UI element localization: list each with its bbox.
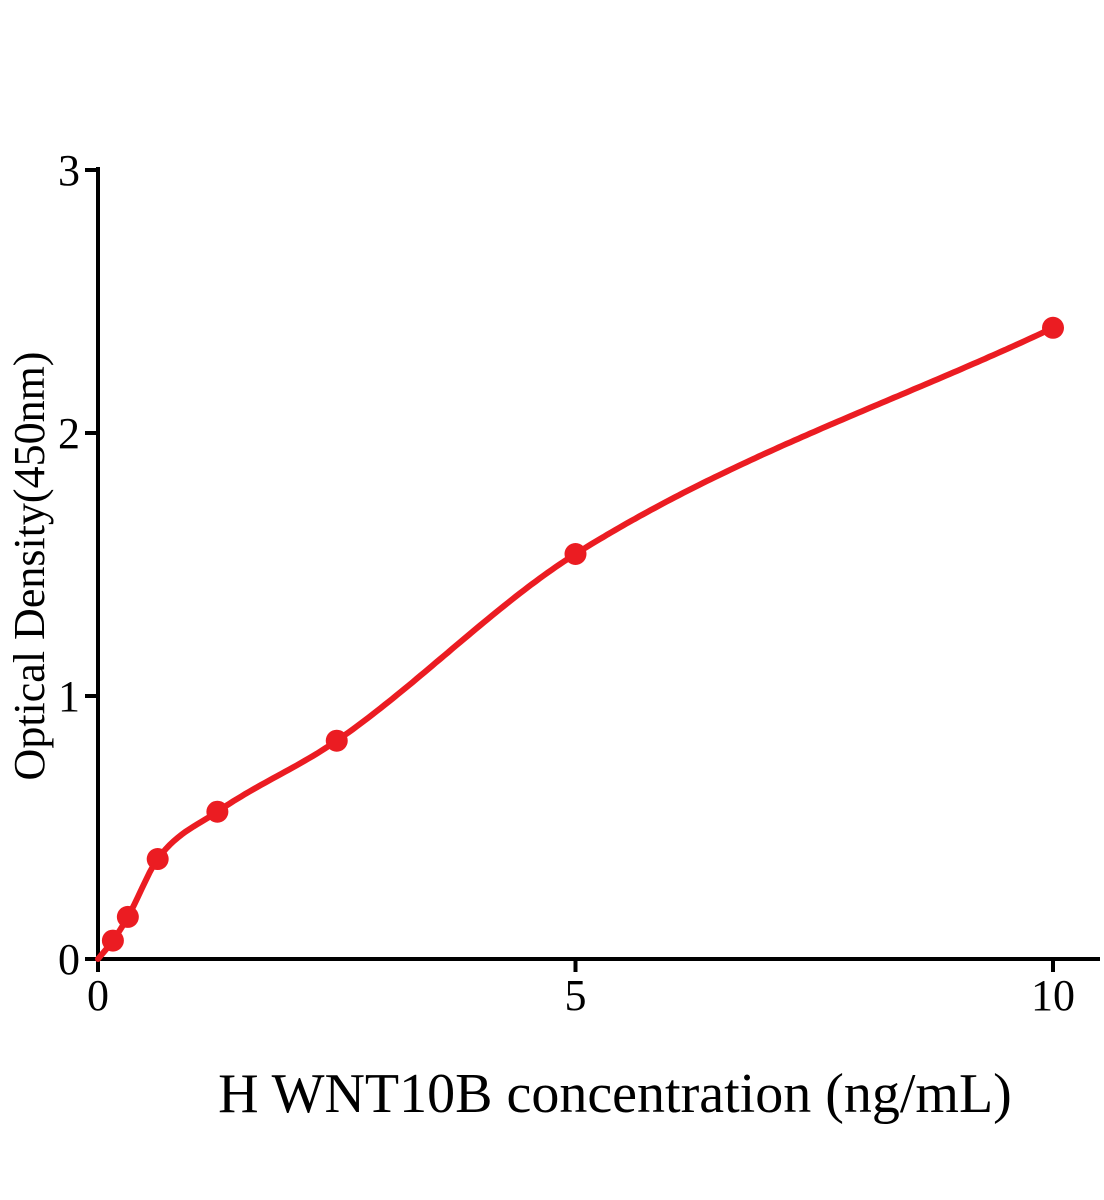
x-tick-label: 0 — [87, 971, 109, 1020]
y-tick-label: 2 — [58, 409, 80, 458]
data-point — [101, 929, 124, 952]
y-tick-label: 3 — [58, 146, 80, 195]
y-tick-label: 1 — [58, 672, 80, 721]
data-point — [1042, 316, 1064, 339]
data-point — [564, 542, 587, 565]
data-point — [325, 729, 348, 752]
series-layer — [95, 316, 1064, 962]
x-tick-label: 5 — [565, 971, 587, 1020]
data-point — [116, 905, 139, 928]
x-tick-label: 10 — [1031, 971, 1075, 1020]
x-axis-title: H WNT10B concentration (ng/mL) — [218, 1063, 1012, 1125]
y-tick-label: 0 — [58, 935, 80, 984]
data-point — [146, 848, 169, 871]
axes-layer: 0 5 10 0 1 2 3 — [58, 146, 1100, 1020]
y-axis-title: Optical Density(450nm) — [5, 352, 54, 781]
data-point — [206, 800, 229, 823]
fit-curve — [95, 324, 1056, 962]
